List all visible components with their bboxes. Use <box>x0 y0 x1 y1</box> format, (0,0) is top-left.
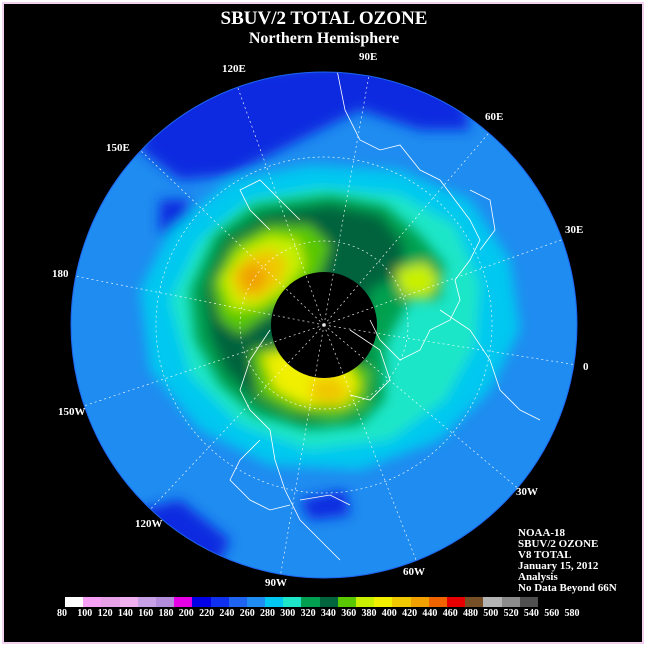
colorbar-swatch <box>501 597 520 607</box>
lon-label-120e: 120E <box>222 63 246 75</box>
colorbar-swatch <box>119 597 138 607</box>
ozone-band-460 <box>238 262 268 292</box>
page-title: SBUV/2 TOTAL OZONE <box>220 8 428 29</box>
colorbar-swatch <box>428 597 447 607</box>
colorbar-tick-label: 380 <box>361 608 377 619</box>
lon-label-0: 0 <box>583 361 589 373</box>
colorbar-tick-label: 560 <box>544 608 560 619</box>
colorbar-swatch <box>192 597 211 607</box>
colorbar-swatch <box>301 597 320 607</box>
colorbar-tick-label: 300 <box>280 608 296 619</box>
colorbar-tick-label: 500 <box>483 608 499 619</box>
colorbar-tick-label: 160 <box>138 608 154 619</box>
colorbar-swatch <box>210 597 229 607</box>
info-product: SBUV/2 OZONE <box>518 538 599 550</box>
colorbar-swatch <box>174 597 193 607</box>
colorbar-tick-label: 260 <box>239 608 255 619</box>
info-block: NOAA-18 SBUV/2 OZONE V8 TOTAL January 15… <box>518 528 617 594</box>
lon-label-60e: 60E <box>485 111 504 123</box>
colorbar-tick-label: 400 <box>381 608 397 619</box>
colorbar-tick-label: 140 <box>117 608 133 619</box>
colorbar-tick-label: 340 <box>320 608 336 619</box>
lon-label-60w: 60W <box>403 566 425 578</box>
colorbar-swatch <box>410 597 429 607</box>
colorbar-tick-label: 360 <box>341 608 357 619</box>
info-version: V8 TOTAL <box>518 549 572 561</box>
info-type: Analysis <box>518 571 558 583</box>
colorbar <box>65 597 538 607</box>
colorbar-swatch <box>392 597 411 607</box>
colorbar-tick-label: 460 <box>442 608 458 619</box>
colorbar-swatch <box>374 597 393 607</box>
colorbar-tick-label: 100 <box>77 608 93 619</box>
colorbar-swatch <box>137 597 156 607</box>
colorbar-swatch <box>228 597 247 607</box>
lon-label-150w: 150W <box>58 406 86 418</box>
colorbar-tick-label: 240 <box>219 608 235 619</box>
colorbar-tick-label: 120 <box>97 608 113 619</box>
disk-outline <box>70 71 578 579</box>
colorbar-swatch <box>265 597 284 607</box>
lon-label-30w: 30W <box>516 486 538 498</box>
ozone-band-440-canada <box>310 375 350 405</box>
colorbar-tick-label: 540 <box>523 608 539 619</box>
info-satellite: NOAA-18 <box>518 527 566 539</box>
colorbar-tick-label: 280 <box>260 608 275 619</box>
colorbar-tick-label: 480 <box>463 608 478 619</box>
colorbar-swatch <box>483 597 502 607</box>
lon-label-120w: 120W <box>135 518 163 530</box>
info-note: No Data Beyond 66N <box>518 582 617 594</box>
colorbar-swatch <box>319 597 338 607</box>
colorbar-swatch <box>519 597 538 607</box>
colorbar-tick-label: 80 <box>57 608 67 619</box>
colorbar-tick-label: 320 <box>300 608 316 619</box>
colorbar-swatch <box>155 597 175 607</box>
lon-label-180: 180 <box>52 268 69 280</box>
colorbar-tick-label: 420 <box>402 608 418 619</box>
info-date: January 15, 2012 <box>518 560 599 572</box>
colorbar-swatch <box>446 597 466 607</box>
colorbar-swatch <box>65 597 84 607</box>
lon-label-90w: 90W <box>265 577 287 589</box>
colorbar-tick-label: 220 <box>199 608 215 619</box>
colorbar-tick-label: 180 <box>158 608 174 619</box>
ozone-high-scandinavia <box>395 262 440 298</box>
lon-label-90e: 90E <box>359 51 378 63</box>
ozone-field <box>71 72 577 578</box>
graticule <box>71 72 577 578</box>
colorbar-tick-label: 520 <box>503 608 519 619</box>
lon-label-150e: 150E <box>106 142 130 154</box>
page-subtitle: Northern Hemisphere <box>248 30 400 47</box>
lon-label-30e: 30E <box>565 224 584 236</box>
colorbar-swatch <box>356 597 375 607</box>
colorbar-swatch <box>83 597 102 607</box>
colorbar-tick-label: 440 <box>422 608 438 619</box>
low-ozone-region-caribbean <box>300 490 350 520</box>
colorbar-tick-label: 580 <box>564 608 580 619</box>
colorbar-swatch <box>283 597 302 607</box>
colorbar-swatch <box>465 597 484 607</box>
colorbar-swatch <box>337 597 356 607</box>
colorbar-swatch <box>246 597 266 607</box>
colorbar-tick-label: 200 <box>178 608 194 619</box>
coastlines <box>229 72 541 561</box>
colorbar-swatch <box>101 597 120 607</box>
